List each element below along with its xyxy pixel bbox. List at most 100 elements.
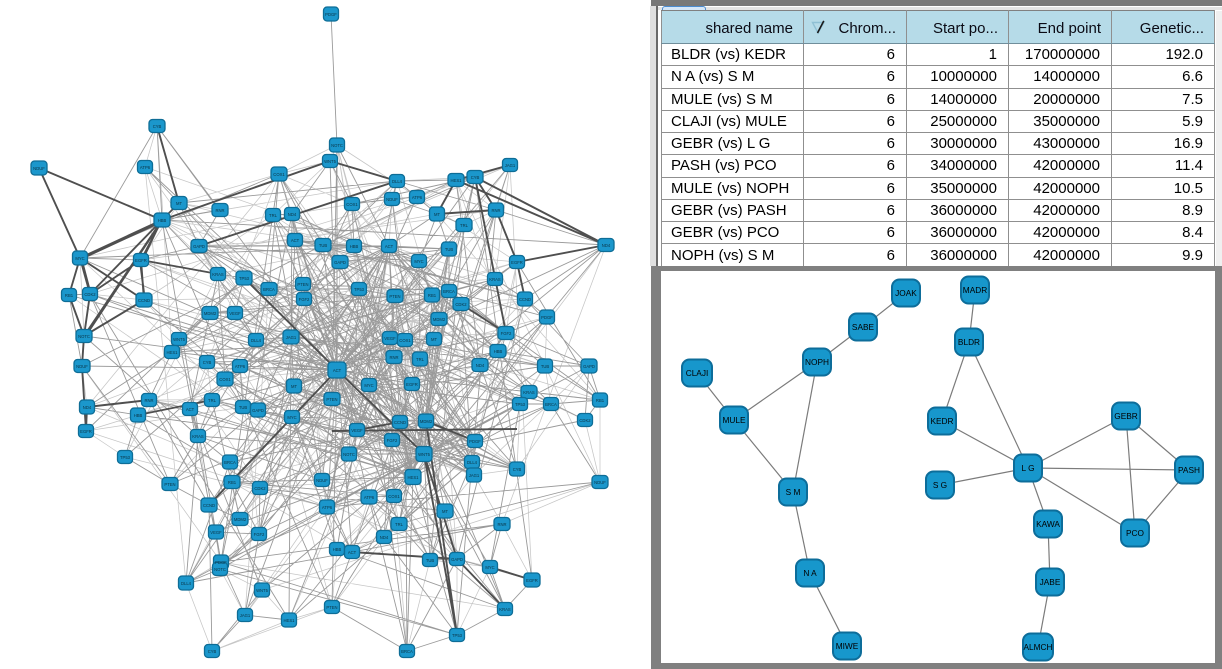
svg-text:MDM2: MDM2	[234, 517, 247, 522]
svg-text:MDM2: MDM2	[433, 317, 446, 322]
svg-text:EGFR: EGFR	[406, 382, 418, 387]
svg-text:RB1: RB1	[428, 293, 437, 298]
svg-text:MT: MT	[434, 212, 440, 217]
svg-text:CYB: CYB	[153, 124, 162, 129]
svg-text:TUB: TUB	[239, 405, 248, 410]
svg-text:WNT5: WNT5	[256, 588, 269, 593]
svg-text:ND4: ND4	[380, 535, 389, 540]
svg-text:ND4: ND4	[476, 363, 485, 368]
svg-text:MYC: MYC	[75, 256, 84, 261]
svg-text:NDUF: NDUF	[33, 166, 45, 171]
svg-text:MT: MT	[291, 384, 297, 389]
svg-text:GAPD: GAPD	[451, 557, 463, 562]
svg-text:VEGF: VEGF	[384, 336, 396, 341]
svg-text:NOTC: NOTC	[214, 567, 226, 572]
svg-text:TUB: TUB	[319, 243, 328, 248]
svg-text:CDK2: CDK2	[455, 302, 467, 307]
svg-text:BRCA: BRCA	[263, 287, 275, 292]
svg-text:HBB: HBB	[350, 244, 359, 249]
svg-text:PTEN: PTEN	[326, 397, 337, 402]
svg-text:BRCA: BRCA	[224, 460, 236, 465]
svg-text:JAG1: JAG1	[286, 335, 297, 340]
svg-text:NDUF: NDUF	[316, 478, 328, 483]
svg-text:GAPD: GAPD	[334, 260, 346, 265]
svg-text:CYB: CYB	[203, 360, 212, 365]
svg-text:TUB: TUB	[445, 247, 454, 252]
svg-text:MULE: MULE	[722, 415, 746, 425]
svg-text:RB1: RB1	[65, 293, 74, 298]
svg-text:PDGF: PDGF	[541, 315, 553, 320]
svg-text:COX1: COX1	[219, 377, 231, 382]
svg-text:GAPD: GAPD	[583, 364, 595, 369]
svg-text:BRCA: BRCA	[401, 649, 413, 654]
svg-text:ND4: ND4	[602, 243, 611, 248]
svg-text:PTEN: PTEN	[326, 605, 337, 610]
svg-text:PTEN: PTEN	[164, 482, 175, 487]
svg-text:TP53: TP53	[515, 402, 526, 407]
svg-text:COX1: COX1	[346, 202, 358, 207]
svg-text:TP53: TP53	[354, 287, 365, 292]
svg-text:TRL: TRL	[460, 223, 469, 228]
svg-text:NOTC: NOTC	[78, 334, 90, 339]
svg-text:PDGF: PDGF	[215, 560, 227, 565]
svg-text:CCND: CCND	[519, 297, 531, 302]
svg-text:ATP6: ATP6	[322, 505, 333, 510]
svg-text:RNR: RNR	[215, 208, 224, 213]
svg-text:WNT5: WNT5	[324, 159, 337, 164]
svg-text:KRAS: KRAS	[212, 272, 224, 277]
svg-text:PASH: PASH	[1178, 465, 1200, 475]
svg-text:ACT: ACT	[333, 368, 342, 373]
svg-text:GAPD: GAPD	[252, 408, 264, 413]
svg-text:DLL4: DLL4	[467, 460, 478, 465]
svg-text:MT: MT	[176, 201, 182, 206]
svg-text:RNR: RNR	[497, 522, 506, 527]
svg-text:CCND: CCND	[203, 503, 215, 508]
svg-text:N A: N A	[803, 568, 817, 578]
svg-text:EGFR: EGFR	[511, 260, 523, 265]
svg-text:NDUF: NDUF	[76, 364, 88, 369]
svg-text:MDM2: MDM2	[204, 311, 217, 316]
svg-text:JOAK: JOAK	[895, 288, 917, 298]
svg-text:RNR: RNR	[389, 355, 398, 360]
svg-text:GAPD: GAPD	[193, 244, 205, 249]
svg-text:TRL: TRL	[208, 398, 217, 403]
svg-text:MDM2: MDM2	[420, 419, 433, 424]
svg-text:BLDR: BLDR	[958, 337, 980, 347]
svg-text:JAG1: JAG1	[505, 163, 516, 168]
svg-text:KRAS: KRAS	[489, 277, 501, 282]
svg-text:DLL4: DLL4	[392, 179, 403, 184]
svg-text:JAG1: JAG1	[469, 473, 480, 478]
svg-text:ATP6: ATP6	[364, 495, 375, 500]
svg-text:HBB: HBB	[333, 547, 342, 552]
svg-text:MYC: MYC	[287, 415, 296, 420]
svg-text:MT: MT	[431, 337, 437, 342]
svg-text:JAG1: JAG1	[240, 613, 251, 618]
svg-text:CCND: CCND	[394, 420, 406, 425]
svg-text:PTEN: PTEN	[389, 294, 400, 299]
svg-text:CYB: CYB	[471, 175, 480, 180]
svg-text:HES1: HES1	[284, 618, 296, 623]
svg-text:RB1: RB1	[228, 480, 237, 485]
svg-text:KEDR: KEDR	[930, 416, 953, 426]
svg-text:VEGF: VEGF	[210, 530, 222, 535]
svg-text:CDK2: CDK2	[579, 418, 591, 423]
svg-text:FGF2: FGF2	[501, 331, 512, 336]
svg-text:WNT5: WNT5	[418, 452, 431, 457]
svg-text:FGF2: FGF2	[254, 532, 265, 537]
svg-text:BRCA: BRCA	[443, 289, 455, 294]
svg-text:PDGF: PDGF	[325, 12, 337, 17]
svg-text:NDUF: NDUF	[386, 197, 398, 202]
svg-text:PCO: PCO	[1126, 528, 1145, 538]
svg-text:MYC: MYC	[364, 383, 373, 388]
svg-text:COX1: COX1	[399, 338, 411, 343]
svg-text:ACT: ACT	[291, 238, 300, 243]
svg-text:S G: S G	[933, 480, 947, 490]
svg-text:CYB: CYB	[208, 649, 217, 654]
svg-text:KAWA: KAWA	[1036, 519, 1060, 529]
svg-text:MYC: MYC	[485, 565, 494, 570]
svg-text:NDUF: NDUF	[594, 480, 606, 485]
svg-text:NOTC: NOTC	[343, 452, 355, 457]
svg-text:TRL: TRL	[269, 213, 278, 218]
svg-text:MADR: MADR	[963, 285, 987, 295]
svg-text:HBB: HBB	[134, 413, 143, 418]
